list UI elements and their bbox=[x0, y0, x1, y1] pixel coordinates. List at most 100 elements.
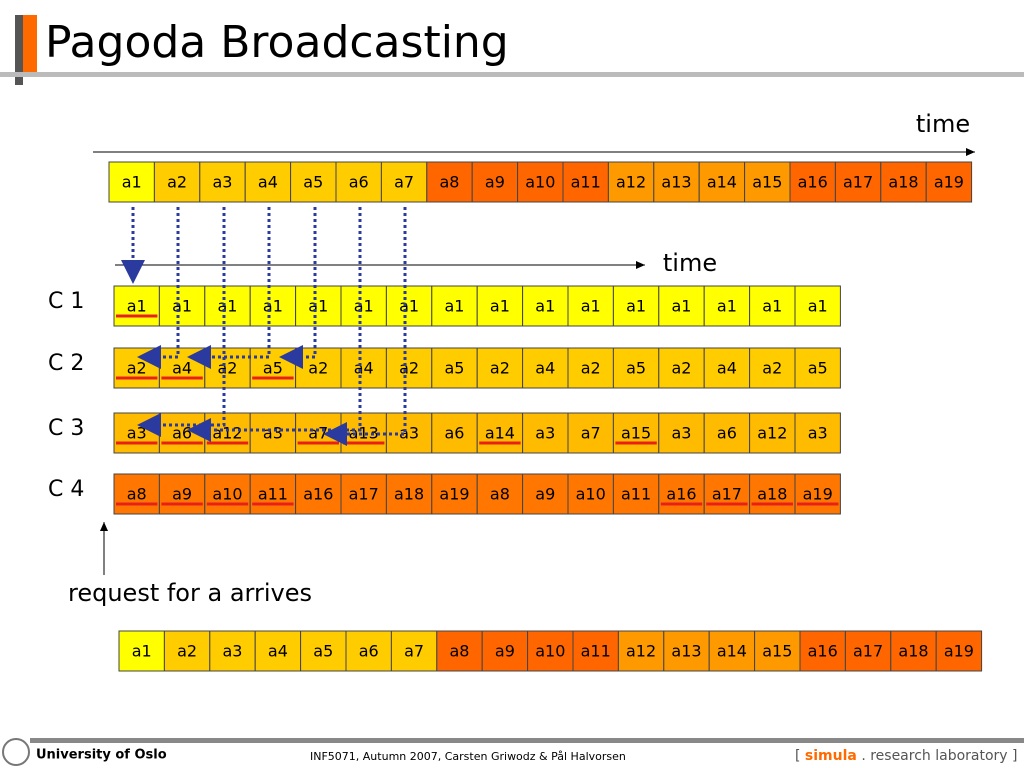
segment-cell bbox=[617, 630, 665, 672]
segment-label: a14 bbox=[717, 642, 747, 661]
segment-label: a19 bbox=[439, 485, 469, 504]
footer-rule bbox=[30, 738, 1024, 743]
segment-label: a19 bbox=[944, 642, 974, 661]
footer-lab: [ simula . research laboratory ] bbox=[795, 748, 1018, 764]
segment-label: a9 bbox=[535, 485, 555, 504]
segment-cell bbox=[612, 347, 660, 389]
segment-cell bbox=[749, 412, 796, 454]
segment-label: a7 bbox=[308, 424, 328, 443]
segment-cell bbox=[794, 473, 841, 515]
logo bbox=[2, 738, 30, 766]
segment-label: a1 bbox=[263, 297, 283, 316]
segment-label: a2 bbox=[762, 359, 782, 378]
dotted-arrows bbox=[121, 207, 407, 446]
segment-label: a1 bbox=[717, 297, 737, 316]
segment-label: a1 bbox=[535, 297, 555, 316]
footer-course: INF5071, Autumn 2007, Carsten Griwodz & … bbox=[310, 750, 626, 763]
title: Pagoda Broadcasting bbox=[45, 17, 509, 68]
segment-label: a1 bbox=[581, 297, 601, 316]
segment-cell bbox=[385, 473, 433, 515]
segment-label: a10 bbox=[535, 642, 565, 661]
segment-label: a17 bbox=[712, 485, 742, 504]
lab-name: simula bbox=[805, 748, 857, 764]
segment-label: a9 bbox=[485, 173, 505, 192]
segment-cell bbox=[880, 161, 927, 203]
segment-cell bbox=[108, 161, 155, 203]
segment-cell bbox=[118, 630, 165, 672]
segment-label: a1 bbox=[308, 297, 328, 316]
segment-label: a11 bbox=[571, 173, 601, 192]
segment-cell bbox=[658, 473, 705, 515]
segment-label: a2 bbox=[581, 359, 601, 378]
segment-label: a8 bbox=[450, 642, 470, 661]
segment-cell bbox=[794, 285, 841, 327]
segment-cell bbox=[335, 161, 382, 203]
segment-label: a2 bbox=[218, 359, 238, 378]
segment-cell bbox=[340, 347, 387, 389]
segment-label: a1 bbox=[132, 642, 152, 661]
segment-cell bbox=[522, 285, 569, 327]
segment-cell bbox=[789, 161, 836, 203]
segment-cell bbox=[390, 630, 438, 672]
segment-cell bbox=[481, 630, 529, 672]
segment-label: a1 bbox=[808, 297, 828, 316]
segment-label: a14 bbox=[485, 424, 515, 443]
segment-label: a18 bbox=[394, 485, 424, 504]
lab-bracket: [ bbox=[795, 748, 800, 764]
segment-label: a3 bbox=[672, 424, 692, 443]
segment-label: a11 bbox=[258, 485, 288, 504]
segment-label: a3 bbox=[263, 424, 283, 443]
segment-cell bbox=[708, 630, 756, 672]
segment-label: a3 bbox=[808, 424, 828, 443]
segment-cell bbox=[476, 412, 524, 454]
segment-label: a17 bbox=[853, 642, 883, 661]
segment-cell bbox=[254, 630, 302, 672]
segment-label: a15 bbox=[762, 642, 792, 661]
segment-cell bbox=[471, 161, 519, 203]
segment-label: a16 bbox=[798, 173, 828, 192]
segment-label: a1 bbox=[762, 297, 782, 316]
segment-label: a4 bbox=[717, 359, 737, 378]
segment-label: a3 bbox=[399, 424, 419, 443]
segment-cell bbox=[426, 161, 473, 203]
segment-cell bbox=[527, 630, 574, 672]
segment-label: a10 bbox=[212, 485, 242, 504]
segment-label: a8 bbox=[490, 485, 510, 504]
segment-label: a8 bbox=[440, 173, 460, 192]
segment-label: a8 bbox=[127, 485, 147, 504]
segment-cell bbox=[158, 473, 206, 515]
time-label: time bbox=[916, 110, 970, 138]
segment-cell bbox=[244, 161, 292, 203]
segment-cell bbox=[794, 347, 841, 389]
footer-university: University of Oslo bbox=[36, 748, 167, 763]
segment-label: a1 bbox=[490, 297, 510, 316]
segment-cell bbox=[749, 285, 796, 327]
segment-cell bbox=[935, 630, 983, 672]
title-rule bbox=[0, 72, 1024, 77]
segment-cell bbox=[476, 285, 524, 327]
segment-label: a5 bbox=[626, 359, 646, 378]
segment-cell bbox=[658, 347, 705, 389]
segment-cell bbox=[890, 630, 937, 672]
segment-cell bbox=[476, 347, 524, 389]
segment-label: a9 bbox=[172, 485, 192, 504]
segment-label: a2 bbox=[177, 642, 197, 661]
segment-label: a2 bbox=[399, 359, 419, 378]
segment-label: a6 bbox=[349, 173, 369, 192]
channel-name: C 2 bbox=[48, 351, 84, 376]
segment-cell bbox=[209, 630, 256, 672]
segment-cell bbox=[663, 630, 710, 672]
segment-label: a6 bbox=[445, 424, 465, 443]
segment-label: a2 bbox=[127, 359, 147, 378]
segment-label: a5 bbox=[808, 359, 828, 378]
segment-cell bbox=[703, 285, 751, 327]
segment-cell bbox=[204, 473, 251, 515]
segment-label: a1 bbox=[354, 297, 374, 316]
segment-label: a5 bbox=[263, 359, 283, 378]
segment-label: a3 bbox=[213, 173, 233, 192]
segment-cell bbox=[431, 473, 478, 515]
segment-label: a16 bbox=[808, 642, 838, 661]
segment-cell bbox=[249, 285, 297, 327]
segment-label: a1 bbox=[672, 297, 692, 316]
segment-cell bbox=[385, 347, 433, 389]
